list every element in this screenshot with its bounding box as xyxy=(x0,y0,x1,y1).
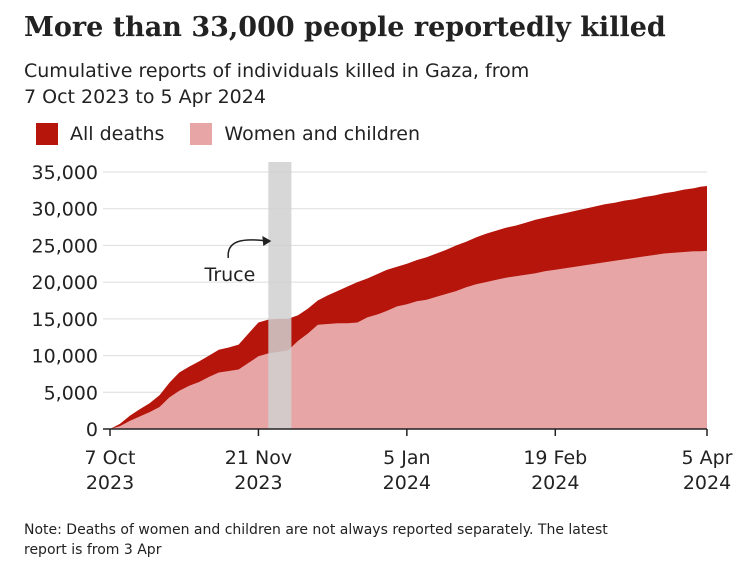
note-line-1: Note: Deaths of women and children are n… xyxy=(24,522,608,538)
note-line-2: report is from 3 Apr xyxy=(24,542,162,558)
x-tick-label: 21 Nov xyxy=(225,447,292,469)
chart-legend: All deaths Women and children xyxy=(36,120,446,148)
legend-swatch-all-deaths xyxy=(36,123,58,145)
x-tick-label-year: 2023 xyxy=(86,472,134,494)
subtitle-line-2: 7 Oct 2023 to 5 Apr 2024 xyxy=(24,86,266,108)
legend-item-women-children: Women and children xyxy=(190,122,420,146)
chart-title: More than 33,000 people reportedly kille… xyxy=(24,12,666,43)
x-tick-label-year: 2023 xyxy=(234,472,282,494)
x-tick-label: 7 Oct xyxy=(85,447,136,469)
y-tick-label: 15,000 xyxy=(32,309,98,331)
legend-item-all-deaths: All deaths xyxy=(36,122,164,146)
chart-note: Note: Deaths of women and children are n… xyxy=(24,520,734,560)
truce-arrow xyxy=(227,239,268,259)
legend-label-women-children: Women and children xyxy=(224,123,420,145)
x-tick-label: 19 Feb xyxy=(523,447,587,469)
y-tick-label: 30,000 xyxy=(32,199,98,221)
area-layer xyxy=(110,186,707,429)
truce-label: Truce xyxy=(204,264,256,286)
x-tick-label-year: 2024 xyxy=(383,472,431,494)
truce-band xyxy=(268,162,292,429)
area-chart: Truce 0 5,000 10,000 15,000 20,000 25,000 30,0… xyxy=(32,162,733,494)
legend-label-all-deaths: All deaths xyxy=(70,123,165,145)
y-tick-label: 0 xyxy=(86,419,98,441)
annotation-layer: Truce xyxy=(204,162,292,429)
axis-layer: 0 5,000 10,000 15,000 20,000 25,000 30,000 35,0… xyxy=(32,162,733,494)
area-women-children xyxy=(110,250,707,429)
legend-swatch-women-children xyxy=(190,123,213,145)
x-tick-label-year: 2024 xyxy=(683,472,731,494)
y-tick-label: 20,000 xyxy=(32,272,98,294)
y-tick-label: 5,000 xyxy=(44,382,98,404)
chart-subtitle: Cumulative reports of individuals killed… xyxy=(24,58,684,110)
truce-arrowhead xyxy=(262,236,272,246)
y-tick-label: 25,000 xyxy=(32,235,98,257)
y-tick-label: 10,000 xyxy=(32,346,98,368)
x-tick-label: 5 Jan xyxy=(383,447,430,469)
subtitle-line-1: Cumulative reports of individuals killed… xyxy=(24,60,530,82)
y-tick-label: 35,000 xyxy=(32,162,98,184)
x-tick-label: 5 Apr xyxy=(682,447,733,469)
x-tick-label-year: 2024 xyxy=(531,472,579,494)
